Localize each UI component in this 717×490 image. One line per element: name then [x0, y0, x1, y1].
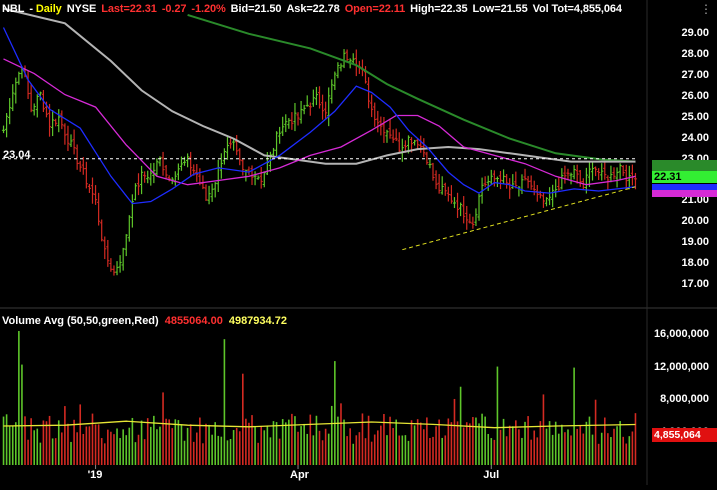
- low-value: Low=21.55: [472, 3, 528, 15]
- price-tick-label: 25.00: [681, 110, 709, 123]
- quote-header: NBL - Daily NYSE Last=22.31 -0.27 -1.20% Bid=21…: [2, 3, 622, 15]
- settings-gear-icon[interactable]: ⋮: [700, 2, 712, 16]
- moving-average-sma20: [2, 27, 636, 205]
- date-tick-label: Apr: [290, 469, 309, 481]
- exchange-label: NYSE: [66, 3, 97, 15]
- price-tick-label: 27.00: [681, 68, 709, 81]
- volume-header: Volume Avg (50,50,green,Red) 4855064.00 49…: [2, 315, 293, 327]
- date-tick-label: Jul: [483, 469, 500, 481]
- volume-badge-last: 4,855,064: [652, 428, 717, 442]
- volume-tick-label: 8,000,000: [660, 393, 709, 406]
- symbol-label: NBL: [2, 3, 25, 15]
- change-percent: -1.20%: [191, 3, 226, 15]
- volume-average-line: [3, 420, 636, 429]
- price-badge-sma50: [652, 184, 717, 190]
- price-badge-last: 22.31: [652, 171, 717, 183]
- price-tick-label: 28.00: [681, 47, 709, 60]
- price-tick-label: 24.00: [681, 131, 709, 144]
- volume-value: 4855064.00: [164, 315, 223, 327]
- moving-average-sma50: [3, 58, 636, 186]
- price-badge-sma20: [652, 190, 717, 197]
- price-badge-sma200: [652, 160, 717, 172]
- price-tick-label: 18.00: [681, 257, 709, 270]
- price-tick-label: 29.00: [681, 26, 709, 39]
- interval-label: Daily: [35, 3, 62, 15]
- price-tick-label: 19.00: [681, 236, 709, 249]
- volume-total: Vol Tot=4,855,064: [532, 3, 622, 15]
- price-tick-label: 17.00: [681, 278, 709, 291]
- ask-value: Ask=22.78: [286, 3, 340, 15]
- horizontal-line-label: 23.04: [3, 149, 31, 161]
- open-value: Open=22.11: [344, 3, 406, 15]
- change-value: -0.27: [161, 3, 187, 15]
- volume-average: 4987934.72: [228, 315, 287, 327]
- price-tick-label: 21.00: [681, 194, 709, 207]
- moving-average-sma100: [3, 7, 636, 165]
- moving-average-sma200: [187, 13, 636, 163]
- volume-tick-label: 12,000,000: [653, 360, 709, 373]
- price-tick-label: 26.00: [681, 89, 709, 102]
- volume-tick-label: 16,000,000: [653, 328, 709, 341]
- support-trendline: [402, 186, 636, 251]
- last-price: Last=22.31: [101, 3, 157, 15]
- volume-title: Volume Avg (50,50,green,Red): [2, 315, 159, 327]
- bid-value: Bid=21.50: [230, 3, 282, 15]
- price-tick-label: 20.00: [681, 215, 709, 228]
- date-tick-label: '19: [87, 469, 103, 481]
- high-value: High=22.35: [410, 3, 468, 15]
